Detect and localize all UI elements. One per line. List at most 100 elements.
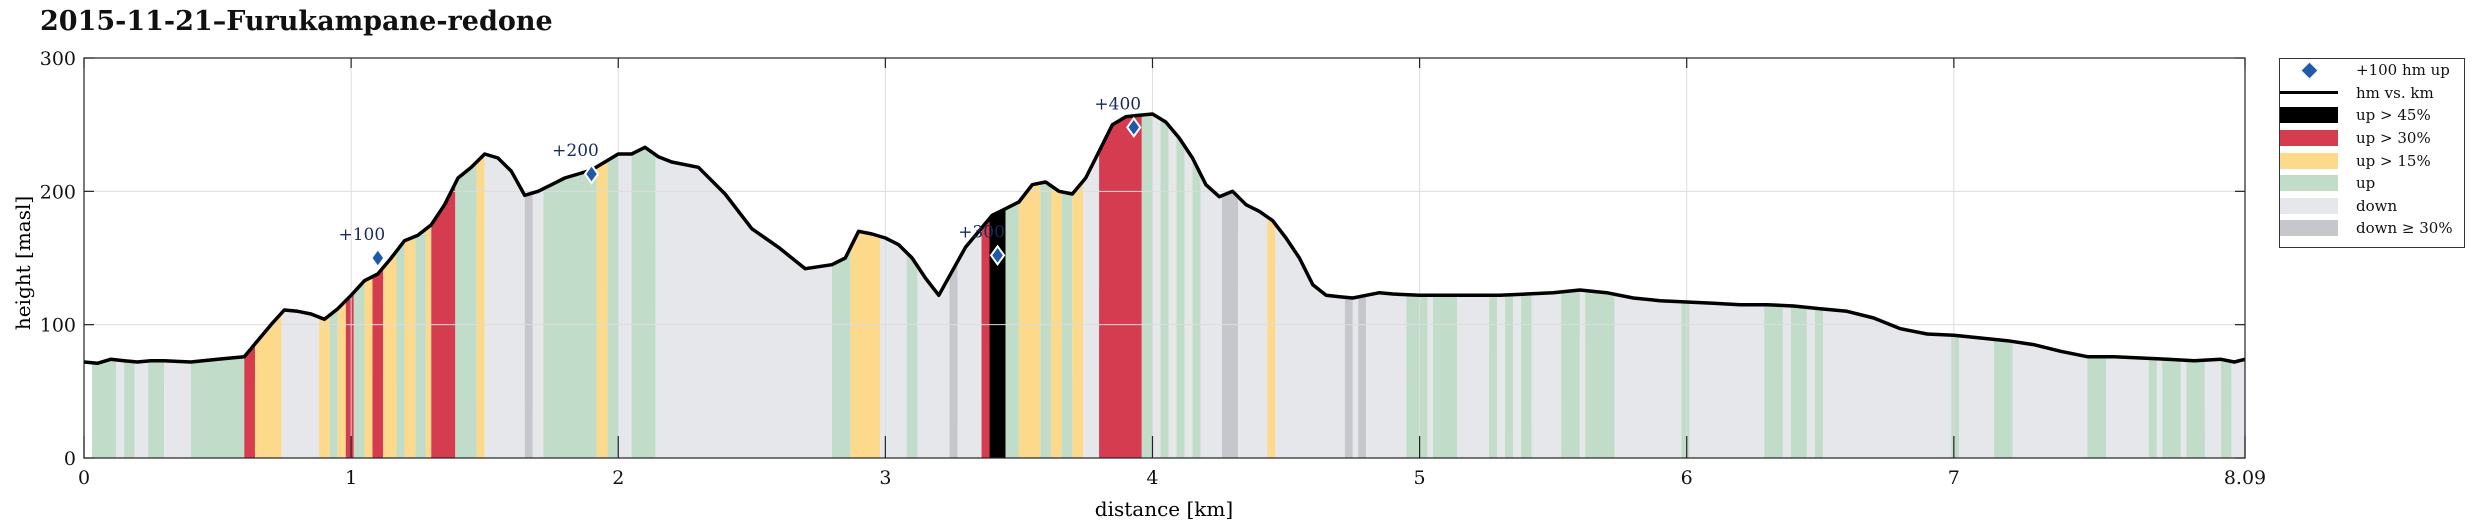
gradient-segment-97 bbox=[2162, 359, 2181, 458]
gradient-segment-100 bbox=[2204, 359, 2221, 458]
gradient-segment-90 bbox=[1959, 335, 1994, 458]
gradient-segment-52 bbox=[1152, 114, 1161, 458]
gradient-segment-70 bbox=[1456, 295, 1490, 458]
x-tick-label: 5 bbox=[1414, 467, 1426, 489]
legend-label: up > 45% bbox=[2356, 106, 2431, 125]
gradient-segment-75 bbox=[1521, 293, 1532, 458]
x-tick-label: 4 bbox=[1146, 467, 1158, 489]
gradient-segment-12 bbox=[337, 300, 346, 458]
gradient-segment-15 bbox=[364, 276, 373, 458]
gradient-segment-37 bbox=[906, 252, 918, 458]
line-swatch bbox=[2280, 91, 2338, 95]
gradient-segment-7 bbox=[244, 343, 255, 458]
chart-title: 2015-11-21–Furukampane-redone bbox=[40, 6, 553, 37]
gradient-segment-26 bbox=[524, 192, 533, 458]
gradient-segment-28 bbox=[543, 166, 597, 459]
color-swatch bbox=[2280, 107, 2338, 124]
hm-marker-label: +300 bbox=[958, 222, 1005, 242]
gradient-segment-16 bbox=[372, 267, 384, 458]
gradient-segment-61 bbox=[1267, 216, 1276, 458]
x-tick-label: 8.09 bbox=[2224, 467, 2266, 489]
gradient-segment-95 bbox=[2148, 358, 2157, 458]
gradient-segment-8 bbox=[254, 312, 282, 458]
legend-label: up bbox=[2356, 174, 2376, 193]
gradient-segment-71 bbox=[1489, 295, 1498, 458]
x-tick-label: 6 bbox=[1681, 467, 1693, 489]
x-tick-label: 3 bbox=[879, 467, 891, 489]
gradient-segment-41 bbox=[981, 218, 990, 458]
gradient-segment-29 bbox=[596, 160, 608, 458]
diamond-icon bbox=[2299, 61, 2319, 80]
gradient-segment-94 bbox=[2106, 356, 2149, 458]
legend-label: +100 hm up bbox=[2356, 61, 2450, 80]
legend: +100 hm up hm vs. km up > 45% up > 30% up > … bbox=[2279, 58, 2465, 248]
gradient-segment-11 bbox=[329, 308, 338, 458]
hm-markers: +100 +200 +300 +400 bbox=[338, 94, 1142, 269]
gradient-segment-33 bbox=[655, 154, 832, 459]
gradient-segment-63 bbox=[1344, 297, 1353, 458]
gradient-segment-74 bbox=[1513, 294, 1522, 458]
gradient-segment-51 bbox=[1141, 114, 1153, 458]
gradient-segment-85 bbox=[1790, 305, 1807, 458]
gradient-segment-44 bbox=[1018, 183, 1041, 458]
legend-swatch bbox=[2280, 127, 2338, 150]
gradient-segment-40 bbox=[957, 228, 982, 458]
color-swatch bbox=[2280, 197, 2338, 214]
legend-swatch bbox=[2280, 217, 2338, 240]
gradient-segment-19 bbox=[404, 236, 416, 458]
gradient-segment-27 bbox=[532, 188, 544, 458]
gradient-segment-14 bbox=[353, 280, 365, 458]
gradient-segment-45 bbox=[1040, 182, 1051, 458]
gradient-segment-49 bbox=[1083, 151, 1100, 459]
gradient-segment-82 bbox=[1689, 302, 1765, 458]
legend-swatch bbox=[2280, 149, 2338, 172]
gradient-segment-84 bbox=[1782, 305, 1791, 458]
gradient-segment-22 bbox=[431, 183, 456, 459]
gradient-segment-60 bbox=[1237, 196, 1268, 458]
color-swatch bbox=[2280, 220, 2338, 237]
elevation-line-group bbox=[83, 112, 2246, 366]
gradient-segment-38 bbox=[917, 266, 950, 458]
gradient-segment-20 bbox=[415, 228, 426, 458]
gradient-segment-30 bbox=[607, 154, 619, 458]
gradient-segment-99 bbox=[2186, 360, 2205, 458]
gradient-segment-21 bbox=[425, 224, 432, 458]
gradient-segment-43 bbox=[1005, 202, 1019, 458]
gradient-segment-1 bbox=[116, 359, 125, 458]
gradient-segment-13 bbox=[345, 292, 354, 458]
gradient-segment-25 bbox=[484, 154, 525, 458]
gradient-segment-81 bbox=[1681, 301, 1690, 458]
legend-item: up > 45% bbox=[2280, 104, 2464, 127]
gradient-segment-72 bbox=[1497, 295, 1506, 458]
gradient-segment-87 bbox=[1814, 308, 1823, 458]
gradient-segment-96 bbox=[2156, 358, 2163, 458]
hm-marker-diamond bbox=[370, 247, 386, 269]
x-tick-label: 7 bbox=[1948, 467, 1960, 489]
gradient-segment-18 bbox=[396, 240, 405, 458]
gradient-segment-24 bbox=[476, 154, 485, 458]
gradient-segment-76 bbox=[1531, 291, 1562, 458]
gradient-segment-17 bbox=[383, 251, 397, 458]
hm-marker-label: +100 bbox=[338, 225, 385, 245]
gradient-segment-66 bbox=[1366, 292, 1407, 458]
legend-item: hm vs. km bbox=[2280, 82, 2464, 105]
gradient-segment-78 bbox=[1579, 290, 1586, 458]
legend-label: up > 15% bbox=[2356, 151, 2431, 170]
gradient-segment-79 bbox=[1585, 290, 1615, 458]
gradient-segment-58 bbox=[1200, 174, 1222, 458]
gradient-segment-101 bbox=[2220, 359, 2232, 458]
gradient-segments bbox=[92, 114, 2245, 459]
hm-marker-diamond bbox=[1126, 116, 1142, 139]
gradient-segment-68 bbox=[1427, 295, 1433, 458]
gradient-segment-53 bbox=[1160, 118, 1169, 459]
hm-marker-diamond bbox=[583, 163, 600, 185]
grid-lines bbox=[84, 58, 2245, 458]
gradient-segment-4 bbox=[148, 360, 165, 458]
gradient-segment-34 bbox=[831, 247, 851, 458]
x-tick-label: 2 bbox=[612, 467, 624, 489]
legend-swatch bbox=[2280, 59, 2338, 82]
x-tick-label: 1 bbox=[345, 467, 357, 489]
legend-label: hm vs. km bbox=[2356, 83, 2434, 102]
hm-marker-label: +200 bbox=[552, 141, 599, 161]
